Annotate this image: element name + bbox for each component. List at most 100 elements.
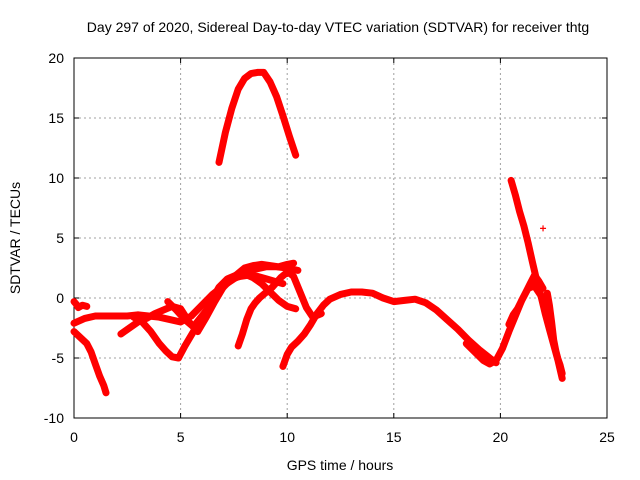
data-point <box>235 343 242 349</box>
data-point <box>241 75 248 82</box>
data-point <box>166 316 173 323</box>
data-point <box>79 302 86 309</box>
data-point <box>279 363 286 370</box>
data-point <box>275 263 282 270</box>
y-tick-label: 15 <box>48 110 64 126</box>
y-axis-label: SDTVAR / TECUs <box>7 182 23 294</box>
y-tick-label: 0 <box>56 290 64 306</box>
data-point <box>546 302 553 309</box>
data-point <box>550 337 557 343</box>
data-point <box>290 273 297 280</box>
data-point <box>77 334 84 341</box>
data-point <box>235 86 242 93</box>
data-point <box>314 310 321 317</box>
data-point <box>557 362 564 369</box>
data-point <box>152 310 159 317</box>
data-point <box>181 316 188 323</box>
data-point <box>181 343 188 349</box>
data-point <box>100 382 107 389</box>
data-point <box>508 177 515 184</box>
data-point <box>265 287 272 294</box>
data-point <box>303 304 310 311</box>
data-point <box>102 313 109 319</box>
data-point <box>164 298 171 305</box>
series-arc-1 <box>70 328 110 397</box>
data-point <box>286 269 293 276</box>
data-point <box>540 225 547 232</box>
data-point <box>75 304 82 311</box>
data-point <box>273 279 280 286</box>
series-outlier <box>540 225 547 232</box>
data-point <box>401 297 408 304</box>
data-point <box>499 345 506 352</box>
data-point <box>83 340 90 347</box>
data-point <box>514 305 521 312</box>
data-point <box>256 295 263 301</box>
data-point <box>190 323 197 330</box>
x-tick-label: 0 <box>70 429 78 445</box>
series-arc-8 <box>234 269 325 350</box>
data-point <box>117 331 124 337</box>
data-point <box>292 152 299 159</box>
data-point <box>269 284 276 291</box>
data-point <box>96 373 103 379</box>
data-point <box>537 292 544 299</box>
y-tick-label: -10 <box>44 410 64 426</box>
data-point <box>493 357 500 364</box>
data-point <box>233 272 240 279</box>
y-tick-label: 5 <box>56 230 64 246</box>
data-point <box>250 262 257 269</box>
data-point <box>262 275 269 282</box>
data-point <box>71 320 77 327</box>
data-point <box>88 349 95 355</box>
data-point <box>527 280 534 287</box>
data-point <box>254 69 261 76</box>
data-point <box>480 357 487 364</box>
data-point <box>258 261 265 268</box>
data-trace <box>70 328 110 397</box>
data-point <box>275 297 282 304</box>
data-point <box>286 133 293 139</box>
data-point <box>296 289 303 295</box>
data-point <box>284 261 291 268</box>
data-point <box>559 370 566 377</box>
data-point <box>102 389 109 396</box>
data-point <box>525 239 532 246</box>
series-arc-2 <box>70 298 91 312</box>
x-tick-label: 20 <box>493 429 509 445</box>
data-point <box>512 191 519 198</box>
data-point <box>444 316 451 323</box>
data-point <box>139 319 146 325</box>
data-point <box>113 313 120 319</box>
data-point <box>207 302 214 309</box>
data-point <box>260 291 267 298</box>
data-point <box>471 349 478 355</box>
data-point <box>552 347 559 354</box>
data-point <box>130 314 137 321</box>
data-point <box>279 280 286 287</box>
data-point <box>358 289 365 295</box>
data-point <box>292 305 299 312</box>
data-point <box>83 303 90 310</box>
data-point <box>156 340 163 347</box>
data-point <box>544 290 551 297</box>
y-tick-label: -5 <box>52 350 65 366</box>
data-point <box>277 274 284 281</box>
data-point <box>279 112 286 119</box>
data-point <box>267 262 274 269</box>
data-point <box>433 307 440 313</box>
data-point <box>454 326 461 333</box>
data-point <box>320 302 327 309</box>
data-point <box>250 274 257 281</box>
data-point <box>124 313 131 319</box>
data-point <box>284 303 291 310</box>
data-point <box>533 277 540 283</box>
data-trace <box>234 269 325 350</box>
data-point <box>126 325 133 331</box>
data-point <box>258 280 265 287</box>
axis-ticks: 0 5 10 15 20 25 -10 -5 0 5 10 15 20 <box>44 50 615 445</box>
data-point <box>554 356 561 363</box>
data-point <box>516 208 523 215</box>
data-marks <box>70 68 566 397</box>
